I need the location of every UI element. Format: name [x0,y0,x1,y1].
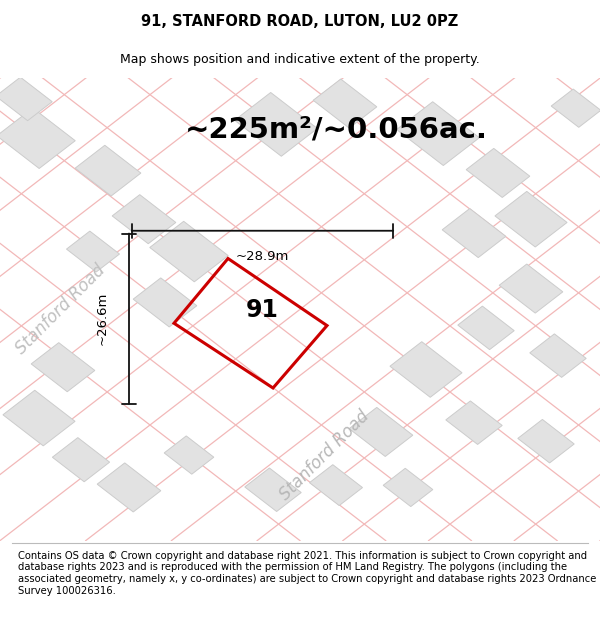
Text: Stanford Road: Stanford Road [11,261,109,358]
Text: Contains OS data © Crown copyright and database right 2021. This information is : Contains OS data © Crown copyright and d… [18,551,596,596]
Polygon shape [235,92,317,156]
Polygon shape [97,463,161,512]
Polygon shape [3,390,75,446]
Text: ~225m²/~0.056ac.: ~225m²/~0.056ac. [185,115,488,143]
Polygon shape [495,191,567,247]
Polygon shape [67,231,119,272]
Text: 91, STANFORD ROAD, LUTON, LU2 0PZ: 91, STANFORD ROAD, LUTON, LU2 0PZ [142,14,458,29]
Polygon shape [551,89,600,127]
Polygon shape [530,334,586,378]
Polygon shape [499,264,563,313]
Polygon shape [133,278,197,327]
Polygon shape [164,436,214,474]
Polygon shape [442,209,506,258]
Polygon shape [0,108,75,169]
Text: ~28.9m: ~28.9m [236,249,289,262]
Polygon shape [383,468,433,507]
Polygon shape [313,79,377,128]
Text: ~26.6m: ~26.6m [95,292,109,345]
Polygon shape [75,145,141,196]
Polygon shape [446,401,502,444]
Text: Stanford Road: Stanford Road [275,407,373,503]
Polygon shape [390,342,462,398]
Polygon shape [458,306,514,349]
Polygon shape [397,102,479,166]
Polygon shape [52,438,110,482]
Polygon shape [518,419,574,463]
Polygon shape [466,148,530,198]
Polygon shape [310,464,362,506]
Polygon shape [349,408,413,456]
Text: Map shows position and indicative extent of the property.: Map shows position and indicative extent… [120,53,480,66]
Polygon shape [112,194,176,244]
Polygon shape [0,78,52,121]
Text: 91: 91 [246,298,279,322]
Polygon shape [150,221,228,282]
Polygon shape [245,468,301,511]
Polygon shape [31,342,95,392]
